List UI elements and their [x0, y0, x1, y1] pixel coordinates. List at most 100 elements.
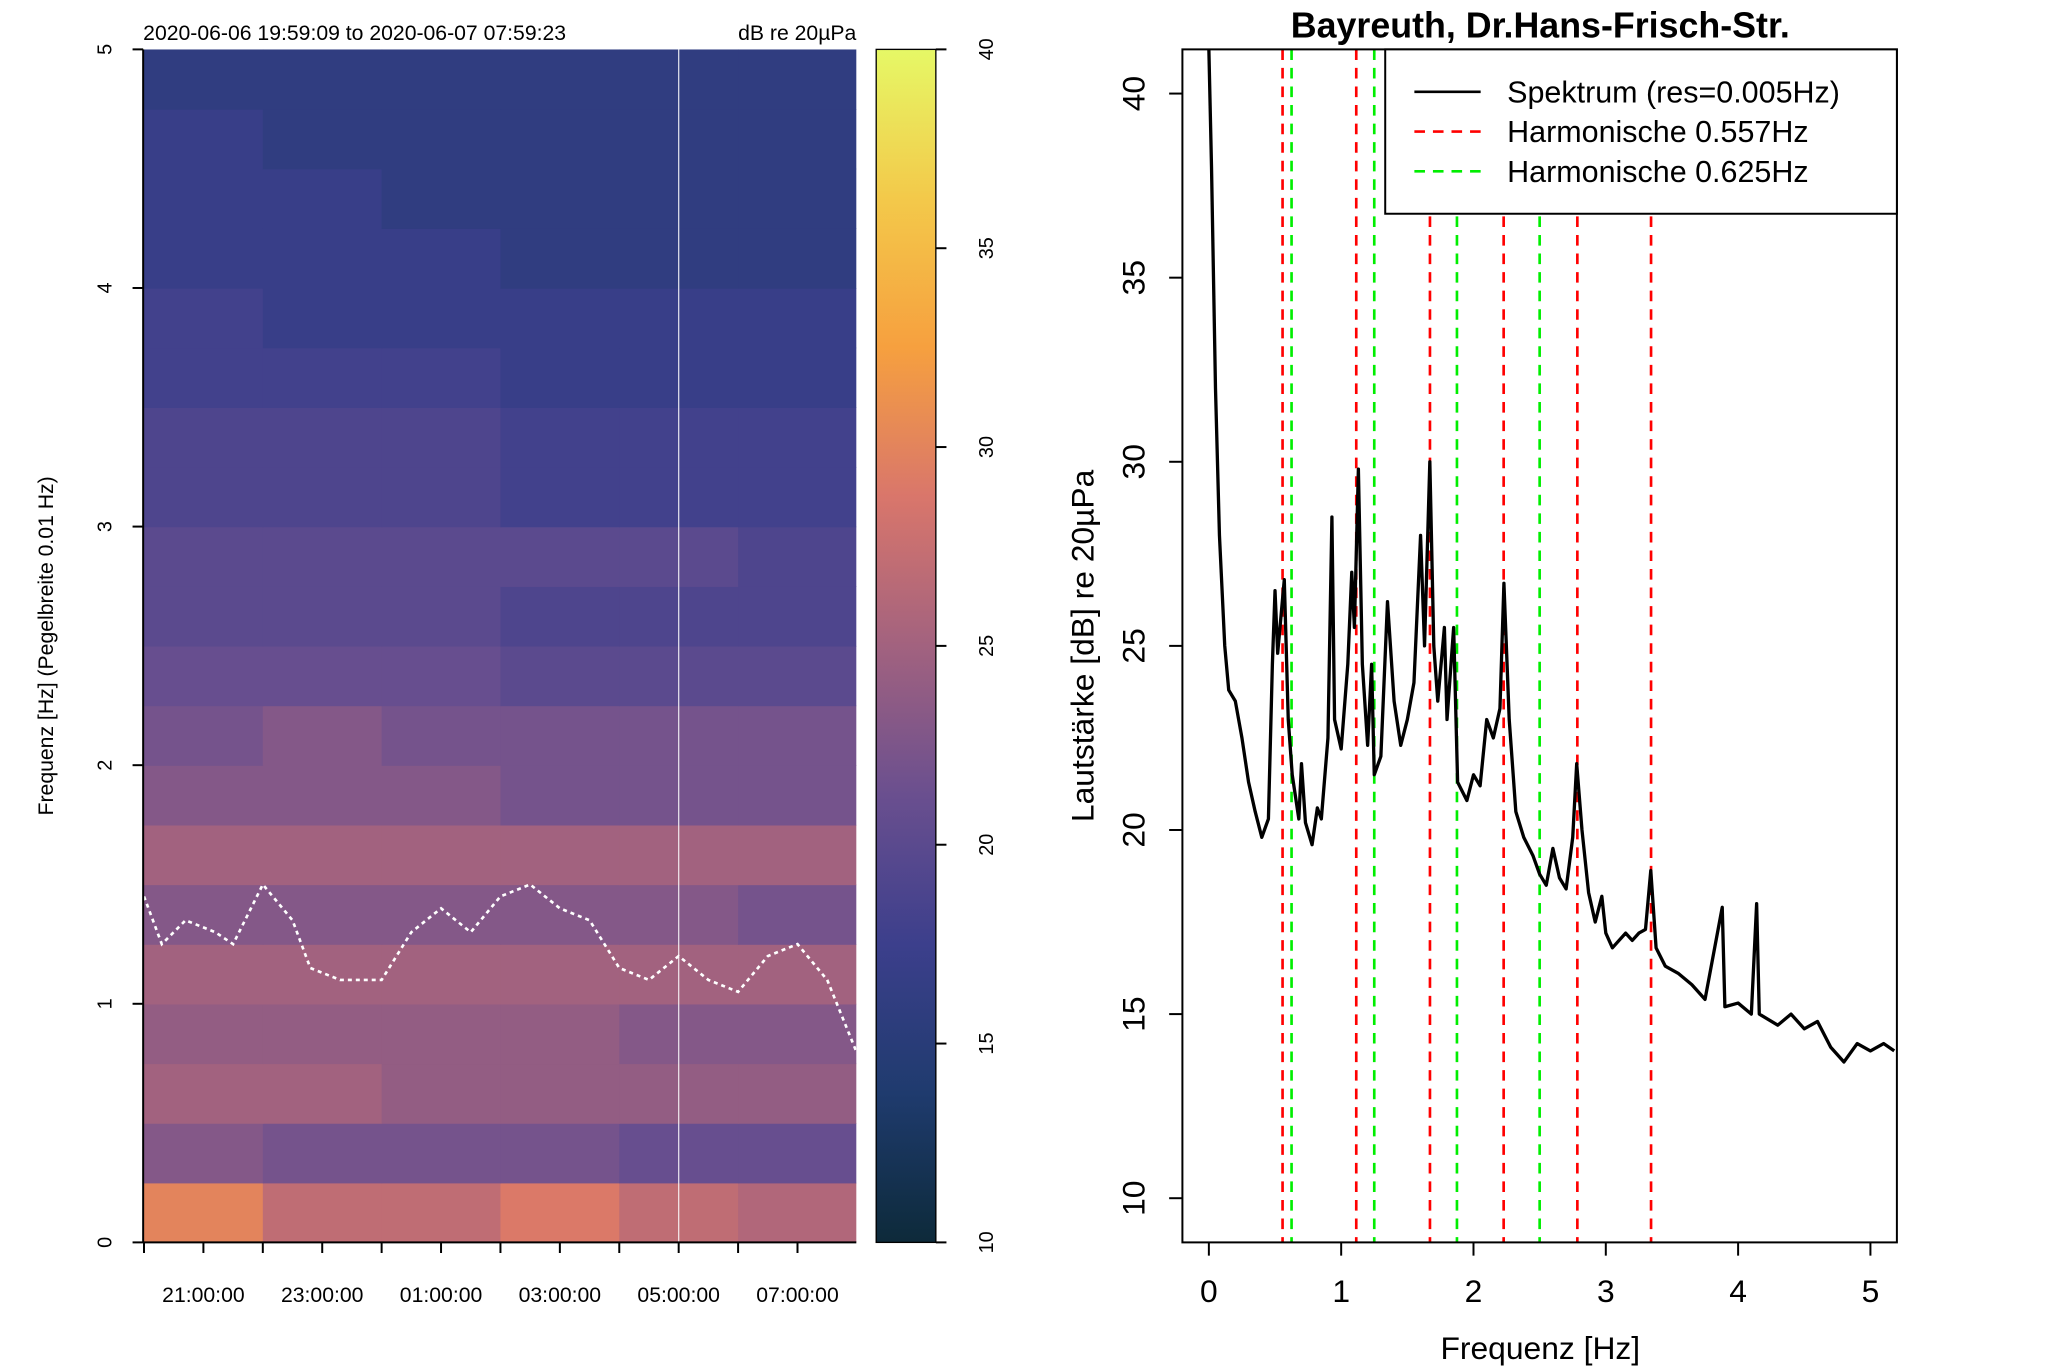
heatmap-cell [500, 645, 620, 707]
heatmap-cell [500, 824, 620, 886]
heatmap-cell [262, 168, 383, 229]
heatmap-cell [381, 526, 502, 587]
heatmap-cell [262, 884, 383, 945]
heatmap-cells [143, 49, 857, 1243]
heatmap-cell [738, 228, 857, 289]
heatmap-cell [143, 1182, 264, 1243]
y-tick-label: 20 [1115, 812, 1151, 847]
heatmap-cell [500, 1182, 620, 1243]
y-tick-label: 5 [94, 44, 116, 55]
heatmap-cell [500, 49, 620, 110]
y-axis-label: Frequenz [Hz] (Pegelbreite 0.01 Hz) [35, 476, 58, 815]
heatmap-cell [381, 228, 502, 289]
heatmap-cell [381, 1123, 502, 1184]
heatmap-cell [262, 287, 383, 349]
heatmap-cell [500, 1063, 620, 1124]
heatmap-cell [262, 1003, 383, 1065]
x-tick-label: 4 [1729, 1273, 1747, 1309]
heatmap-cell [143, 109, 264, 170]
heatmap-cell [143, 824, 264, 886]
heatmap-cell [381, 645, 502, 707]
heatmap-cell [381, 1003, 502, 1065]
y-tick-label: 10 [1115, 1181, 1151, 1216]
heatmap-cell [381, 49, 502, 110]
heatmap-cell [500, 1123, 620, 1184]
colorbar-tick-label: 20 [976, 834, 998, 856]
heatmap-cell [262, 407, 383, 468]
heatmap-cell [500, 466, 620, 528]
x-tick-label: 03:00:00 [519, 1284, 601, 1307]
y-tick-label: 30 [1115, 444, 1151, 479]
legend-label: Harmonische 0.625Hz [1507, 155, 1808, 189]
heatmap-cell [262, 824, 383, 886]
heatmap-cell [143, 168, 264, 229]
heatmap-cell [143, 1123, 264, 1184]
x-tick-label: 05:00:00 [637, 1284, 719, 1307]
heatmap-cell [262, 49, 383, 110]
heatmap-cell [143, 765, 264, 826]
x-tick-label: 5 [1862, 1273, 1880, 1309]
y-tick-label: 0 [94, 1237, 116, 1248]
y-tick-label: 3 [94, 521, 116, 532]
colorbar-tick-label: 35 [976, 237, 998, 259]
colorbar-tick-label: 25 [976, 635, 998, 657]
x-tick-label: 21:00:00 [162, 1284, 244, 1307]
y-tick-label: 35 [1115, 260, 1151, 295]
heatmap-cell [738, 824, 857, 886]
colorbar-tick-label: 40 [976, 38, 998, 60]
heatmap-cell [381, 705, 502, 766]
heatmap-cell [381, 765, 502, 826]
heatmap-cell [738, 645, 857, 707]
heatmap-cell [738, 287, 857, 349]
heatmap-cell [143, 526, 264, 587]
heatmap-cell [500, 526, 620, 587]
y-tick-label: 4 [94, 282, 116, 293]
heatmap-cell [738, 1182, 857, 1243]
heatmap-cell [738, 407, 857, 468]
heatmap-cell [738, 1003, 857, 1065]
legend-label: Harmonische 0.557Hz [1507, 115, 1808, 149]
heatmap-cell [262, 944, 383, 1005]
heatmap-cell [262, 466, 383, 528]
heatmap-cell [262, 645, 383, 707]
x-axis-label: Frequenz [Hz] [1440, 1330, 1640, 1366]
heatmap-cell [262, 765, 383, 826]
heatmap-cell [262, 705, 383, 766]
x-tick-label: 3 [1597, 1273, 1615, 1309]
heatmap-cell [500, 407, 620, 468]
colorbar-tick-label: 10 [976, 1231, 998, 1253]
y-tick-label: 25 [1115, 628, 1151, 663]
heatmap-cell [381, 407, 502, 468]
heatmap-title: 2020-06-06 19:59:09 to 2020-06-07 07:59:… [143, 22, 566, 45]
x-tick-label: 07:00:00 [756, 1284, 838, 1307]
heatmap-cell [143, 1063, 264, 1124]
heatmap-cell [738, 526, 857, 587]
heatmap-cell [738, 1123, 857, 1184]
heatmap-cell [381, 586, 502, 647]
legend-label: Spektrum (res=0.005Hz) [1507, 75, 1840, 109]
colorbar-tick-label: 30 [976, 436, 998, 458]
spectrum-line [1207, 49, 1896, 1064]
heatmap-cell [738, 705, 857, 766]
heatmap-cell [738, 765, 857, 826]
heatmap-cell [738, 347, 857, 408]
heatmap-cell [262, 228, 383, 289]
heatmap-cell [500, 765, 620, 826]
heatmap-cell [381, 1063, 502, 1124]
heatmap-cell [738, 49, 857, 110]
heatmap-cell [381, 109, 502, 170]
heatmap-cell [381, 287, 502, 349]
heatmap-cell [143, 884, 264, 945]
y-axis-label: Lautstärke [dB] re 20µPa [1065, 469, 1101, 822]
heatmap-cell [381, 168, 502, 229]
heatmap-cell [500, 586, 620, 647]
heatmap-cell [381, 347, 502, 408]
heatmap-cell [500, 1003, 620, 1065]
colorbar-label: dB re 20µPa [738, 22, 856, 45]
heatmap-cell [143, 287, 264, 349]
heatmap-cell [262, 109, 383, 170]
heatmap-cell [143, 645, 264, 707]
colorbar [875, 48, 937, 1244]
heatmap-cell [143, 228, 264, 289]
y-tick-label: 2 [94, 760, 116, 771]
